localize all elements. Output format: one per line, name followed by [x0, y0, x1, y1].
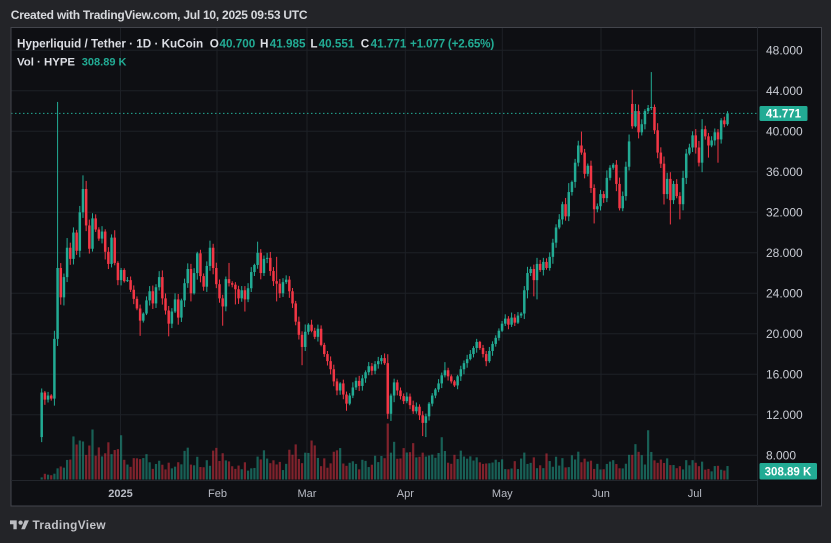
svg-text:Jun: Jun — [592, 488, 610, 500]
svg-text:12.000: 12.000 — [766, 408, 803, 422]
svg-text:H: H — [260, 37, 268, 50]
svg-text:40.000: 40.000 — [766, 125, 803, 139]
svg-text:308.89 K: 308.89 K — [765, 467, 812, 479]
svg-text:+1.077 (+2.65%): +1.077 (+2.65%) — [410, 37, 494, 50]
svg-text:41.771: 41.771 — [371, 37, 407, 50]
svg-text:2025: 2025 — [108, 488, 132, 500]
svg-text:32.000: 32.000 — [766, 206, 803, 220]
svg-text:28.000: 28.000 — [766, 246, 803, 260]
svg-text:41.771: 41.771 — [766, 109, 802, 121]
svg-text:8.000: 8.000 — [766, 449, 796, 463]
svg-text:Apr: Apr — [397, 488, 414, 500]
svg-text:40.551: 40.551 — [319, 37, 355, 50]
svg-text:20.000: 20.000 — [766, 327, 803, 341]
svg-text:L: L — [310, 37, 317, 50]
svg-text:16.000: 16.000 — [766, 368, 803, 382]
svg-text:Mar: Mar — [298, 488, 317, 500]
svg-text:41.985: 41.985 — [270, 37, 306, 50]
svg-text:O: O — [210, 37, 219, 50]
svg-text:40.700: 40.700 — [220, 37, 256, 50]
svg-text:Hyperliquid / Tether · 1D · Ku: Hyperliquid / Tether · 1D · KuCoin — [17, 37, 203, 50]
svg-text:308.89 K: 308.89 K — [82, 56, 127, 68]
svg-text:48.000: 48.000 — [766, 44, 803, 58]
svg-text:44.000: 44.000 — [766, 84, 803, 98]
svg-text:Jul: Jul — [688, 488, 702, 500]
svg-text:May: May — [492, 488, 513, 500]
svg-text:Feb: Feb — [208, 488, 227, 500]
svg-text:Vol · HYPE: Vol · HYPE — [17, 56, 75, 68]
svg-text:24.000: 24.000 — [766, 287, 803, 301]
svg-text:TradingView: TradingView — [33, 518, 107, 532]
svg-text:C: C — [361, 37, 370, 50]
svg-text:Created with TradingView.com,: Created with TradingView.com, Jul 10, 20… — [11, 8, 308, 22]
svg-text:36.000: 36.000 — [766, 165, 803, 179]
